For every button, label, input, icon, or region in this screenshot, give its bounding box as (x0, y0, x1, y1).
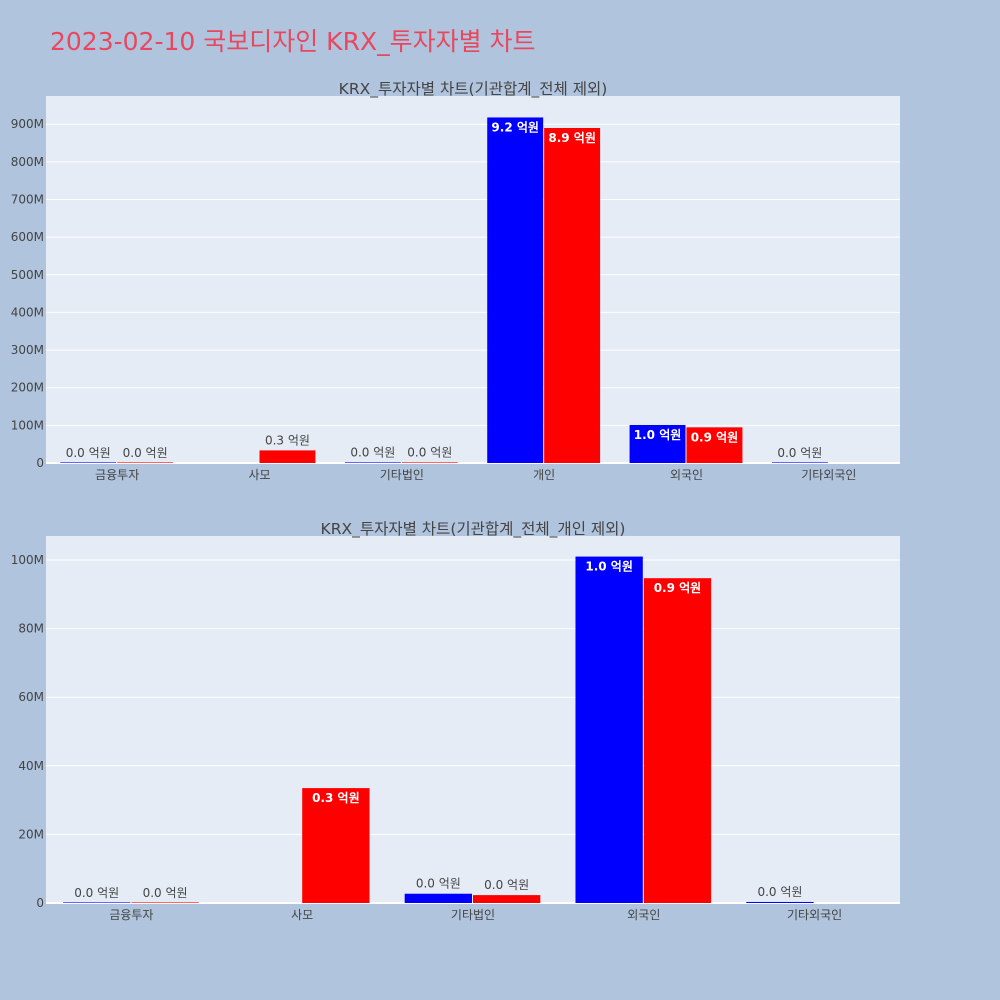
data-label: 0.0 억원 (484, 878, 529, 892)
bar (401, 462, 458, 463)
y-tick-label: 900M (11, 117, 44, 131)
y-tick-label: 700M (11, 193, 44, 207)
y-tick-label: 40M (18, 759, 44, 773)
x-category-label: 외국인 (627, 908, 660, 922)
bar (544, 127, 601, 463)
data-label: 0.0 억원 (407, 446, 452, 460)
bar (302, 788, 370, 903)
x-category-label: 금융투자 (109, 908, 153, 922)
x-category-label: 개인 (533, 468, 555, 482)
bar (131, 902, 199, 903)
data-label: 1.0 억원 (634, 428, 682, 442)
data-label: 0.9 억원 (691, 430, 739, 444)
data-label: 0.0 억원 (757, 885, 802, 899)
bar (117, 462, 174, 463)
bar (686, 427, 743, 463)
data-label: 1.0 억원 (585, 560, 633, 574)
bar (473, 895, 541, 903)
y-tick-label: 80M (18, 622, 44, 636)
y-tick-label: 800M (11, 155, 44, 169)
data-label: 0.3 억원 (265, 433, 310, 447)
x-category-label: 금융투자 (95, 468, 139, 482)
bar (63, 902, 131, 903)
x-category-label: 기타법인 (380, 468, 424, 482)
bar (629, 424, 686, 463)
data-label: 0.0 억원 (350, 446, 395, 460)
bar (404, 893, 472, 903)
chart-title: KRX_투자자별 차트(기관합계_전체_개인 제외) (321, 520, 626, 539)
data-label: 0.0 억원 (123, 446, 168, 460)
data-label: 0.9 억원 (654, 581, 702, 595)
y-tick-label: 300M (11, 343, 44, 357)
bar (259, 450, 316, 463)
bar (487, 117, 544, 463)
y-tick-label: 0 (36, 896, 44, 910)
data-label: 0.0 억원 (777, 446, 822, 460)
x-category-label: 기타법인 (451, 908, 495, 922)
bar (344, 462, 401, 463)
y-tick-label: 400M (11, 305, 44, 319)
data-label: 0.0 억원 (143, 886, 188, 900)
page-title: 2023-02-10 국보디자인 KRX_투자자별 차트 (50, 27, 536, 56)
x-category-label: 외국인 (670, 468, 703, 482)
y-tick-label: 100M (11, 418, 44, 432)
y-tick-label: 500M (11, 268, 44, 282)
data-label: 0.0 억원 (416, 877, 461, 891)
plot-area (46, 96, 900, 463)
bar (575, 556, 643, 903)
bar (771, 462, 828, 463)
data-label: 8.9 억원 (548, 131, 596, 145)
chart-title: KRX_투자자별 차트(기관합계_전체 제외) (339, 80, 608, 99)
x-category-label: 기타외국인 (801, 468, 856, 482)
x-category-label: 사모 (248, 468, 270, 482)
x-category-label: 사모 (291, 908, 313, 922)
y-tick-label: 100M (11, 553, 44, 567)
plot-area (46, 536, 900, 903)
bar (643, 578, 712, 903)
bar (746, 901, 814, 903)
data-label: 0.3 억원 (312, 791, 360, 805)
data-label: 9.2 억원 (491, 120, 539, 134)
y-tick-label: 600M (11, 230, 44, 244)
x-category-label: 기타외국인 (787, 908, 842, 922)
data-label: 0.0 억원 (66, 446, 111, 460)
data-label: 0.0 억원 (74, 886, 119, 900)
bar (60, 462, 117, 463)
y-tick-label: 20M (18, 827, 44, 841)
y-tick-label: 200M (11, 381, 44, 395)
y-tick-label: 60M (18, 690, 44, 704)
y-tick-label: 0 (36, 456, 44, 470)
